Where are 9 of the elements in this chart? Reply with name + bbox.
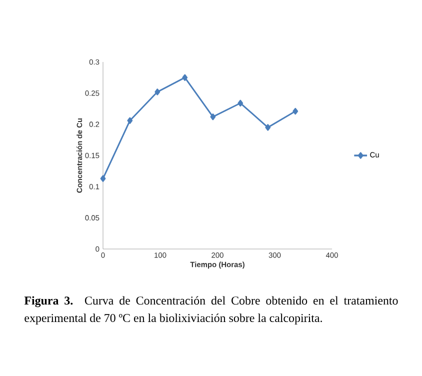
point (127, 117, 133, 124)
point (265, 124, 271, 131)
point (182, 74, 188, 81)
point (154, 88, 160, 96)
point (238, 100, 244, 106)
text: Figura 3. Curva de Concentración del Cobre obtenido en el tratamiento experimental de 70 ºC en la biolixiviación sobre la calcopirita. (24, 296, 398, 324)
point (210, 114, 216, 120)
point (100, 175, 106, 182)
point (292, 108, 298, 115)
